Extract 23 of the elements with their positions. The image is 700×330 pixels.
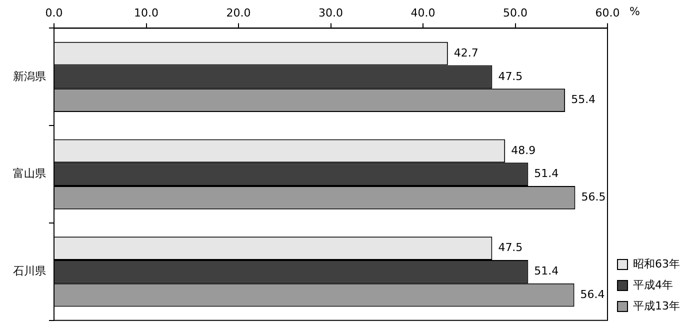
x-tick-label: 60.0 [595,6,620,20]
legend-label: 平成4年 [633,278,674,292]
x-tick-label: 20.0 [226,6,251,20]
data-label: 42.7 [454,46,478,60]
data-label: 56.5 [581,190,606,204]
y-tick-label: 新潟県 [13,70,46,83]
data-label: 51.4 [534,167,559,180]
x-tick-label: 40.0 [410,6,436,20]
data-label: 56.4 [580,288,605,301]
x-tick-label: 10.0 [134,6,158,20]
x-tick-label: 30.0 [318,6,343,20]
x-tick-label: 50.0 [503,6,528,20]
x-axis-title: % [630,5,640,18]
y-tick-label: 富山県 [13,167,46,180]
legend-label: 平成13年 [633,299,680,312]
data-label: 51.4 [534,264,559,278]
data-label: 48.9 [511,144,536,157]
data-label: 55.4 [571,93,596,106]
legend-label: 昭和63年 [633,257,680,270]
data-label: 47.5 [498,241,523,254]
x-tick-label: 0.0 [45,6,63,20]
data-label: 47.5 [498,70,523,83]
y-tick-label: 石川県 [13,264,46,278]
